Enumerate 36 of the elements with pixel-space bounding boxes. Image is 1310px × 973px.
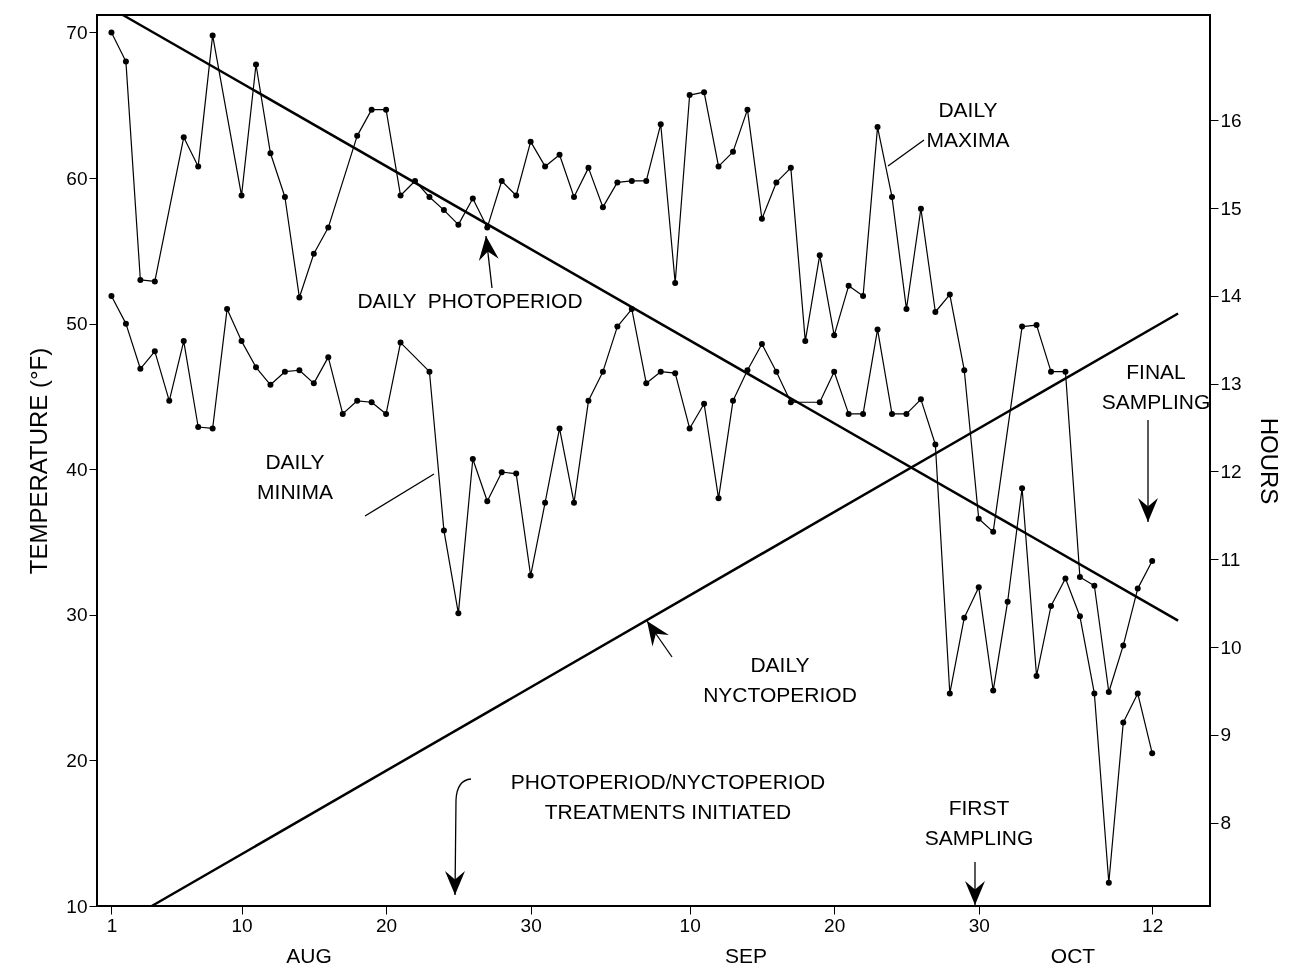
- y-tick-label: 20: [66, 749, 88, 771]
- y-tick-label: 40: [66, 458, 88, 480]
- y-tick-label: 50: [66, 313, 88, 335]
- text: DAILY NYCTOPERIOD: [703, 653, 857, 706]
- x-tick-label: 30: [968, 914, 990, 936]
- y2-tick-label: 16: [1220, 109, 1242, 131]
- y2-tick-label: 12: [1220, 460, 1242, 482]
- y-tick-label: 70: [66, 21, 88, 43]
- y-tick-label: 30: [66, 604, 88, 626]
- x-tick-label: 10: [231, 914, 253, 936]
- text: AUG: [286, 944, 332, 967]
- x-tick-label: 1: [106, 914, 118, 936]
- x-tick-label: 10: [679, 914, 701, 936]
- x-tick-label: 30: [520, 914, 542, 936]
- text: SEP: [724, 944, 768, 967]
- y-tick-label: 10: [66, 895, 88, 917]
- text: DAILY MAXIMA: [926, 98, 1010, 151]
- annotation: PHOTOPERIOD/NYCTOPERIOD TREATMENTS INITIATED: [510, 770, 826, 823]
- series-label: DAILY MINIMA: [257, 450, 333, 503]
- y2-axis-title: HOURS: [1255, 417, 1283, 505]
- y2-tick-label: 13: [1220, 373, 1242, 395]
- text: OCT: [1050, 944, 1096, 967]
- y2-tick-label: 10: [1220, 636, 1242, 658]
- x-tick-label: 20: [824, 914, 846, 936]
- y2-tick-label: 11: [1220, 548, 1241, 570]
- y-tick-label: 60: [66, 167, 88, 189]
- y2-tick-label: 9: [1220, 724, 1232, 746]
- y2-tick-label: 14: [1220, 285, 1243, 307]
- annotation: FINAL SAMPLING: [1101, 360, 1211, 413]
- y2-tick-label: 15: [1220, 197, 1242, 219]
- annotation: FIRST SAMPLING: [924, 796, 1034, 849]
- x-tick-label: 20: [376, 914, 398, 936]
- y2-tick-label: 8: [1220, 812, 1232, 834]
- x-tick-label: 12: [1142, 914, 1164, 936]
- series-label: DAILY PHOTOPERIOD: [357, 289, 583, 312]
- y-axis-title: TEMPERATURE (°F): [25, 347, 53, 575]
